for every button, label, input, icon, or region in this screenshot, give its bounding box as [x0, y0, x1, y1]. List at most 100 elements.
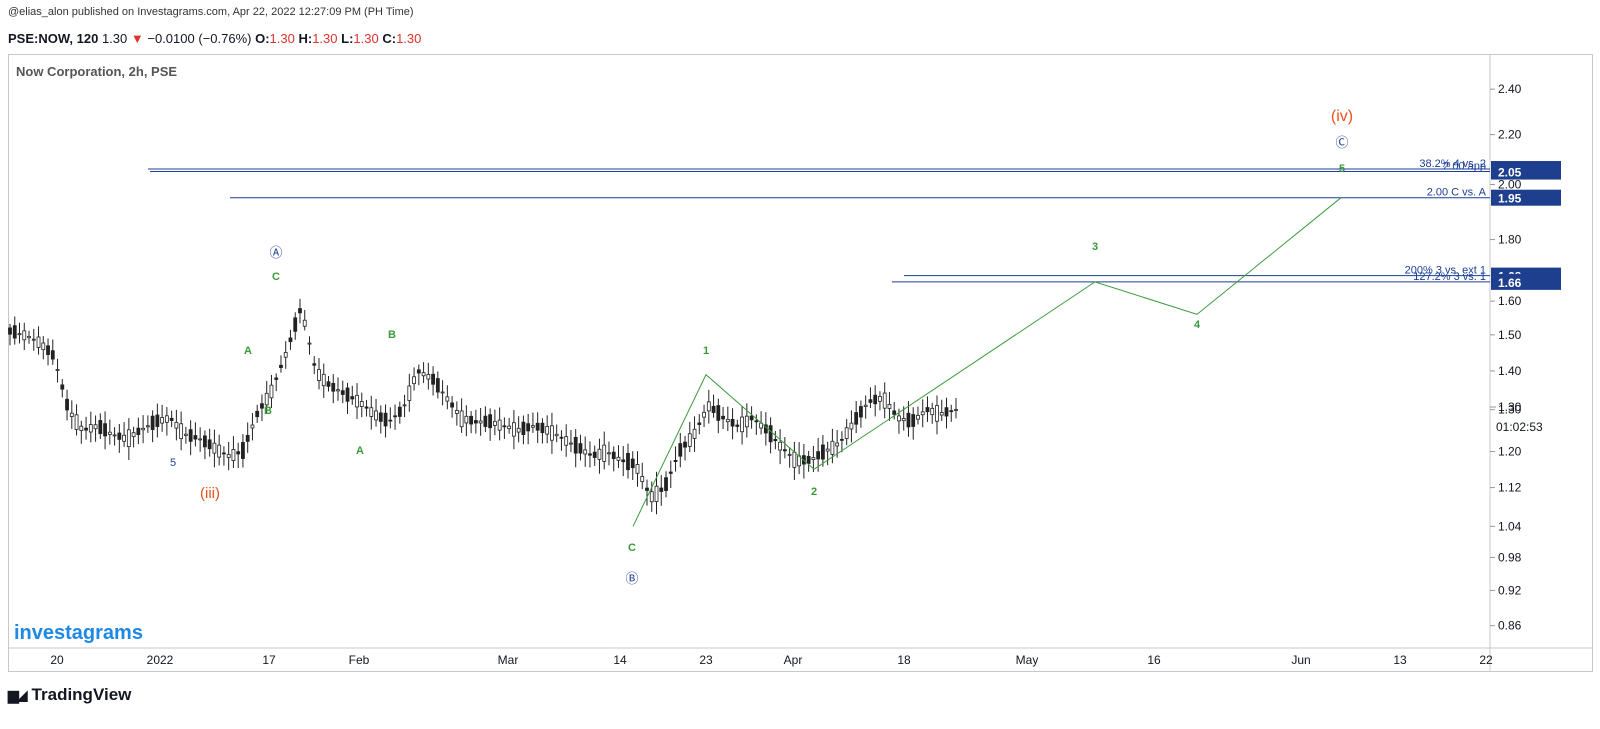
candle-body: [459, 410, 464, 428]
candle-body: [293, 317, 298, 332]
candle-body: [307, 342, 312, 345]
candle-body: [859, 406, 863, 418]
price-axis[interactable]: 2.40 2.20 2.00 1.80 1.60 1.50 1.40 1.30 1.20 1.12…: [1490, 82, 1522, 633]
candle-body: [602, 444, 607, 462]
time-tick-label: Mar: [498, 653, 519, 667]
candle-body: [573, 436, 578, 454]
candle-body: [326, 381, 331, 387]
candle-body: [98, 420, 103, 435]
price-tick-label: 0.98: [1498, 550, 1522, 564]
chart-title: Now Corporation, 2h, PSE: [16, 64, 177, 79]
candle-body: [407, 385, 412, 401]
candle-body: [359, 401, 364, 407]
price-tick-label: 2.40: [1498, 82, 1522, 96]
candle-body: [564, 436, 569, 446]
candle-body: [906, 412, 911, 428]
candle-body: [478, 420, 483, 424]
price-tick-label: 1.40: [1498, 364, 1522, 378]
candle-body: [36, 336, 41, 348]
chart-frame[interactable]: [8, 54, 1593, 672]
candle-body: [136, 427, 141, 436]
candle-body: [155, 414, 160, 427]
candle-body: [388, 419, 393, 422]
candle-body: [787, 453, 792, 456]
candle-body: [222, 452, 226, 455]
time-tick-label: 20: [50, 653, 64, 667]
candle-body: [749, 415, 754, 421]
wave-label: 4: [1194, 319, 1201, 331]
candle-body: [74, 414, 79, 430]
candle-body: [744, 415, 749, 428]
time-tick-label: 23: [699, 653, 713, 667]
tradingview-logo[interactable]: ▆◢ TradingView: [8, 685, 131, 705]
open-label: O:: [255, 31, 270, 46]
symbol-label[interactable]: PSE:NOW, 120: [8, 31, 99, 46]
candle-body: [226, 454, 231, 458]
tradingview-logo-icon: ▆◢: [8, 686, 27, 703]
candle-body: [416, 369, 421, 374]
candle-body: [930, 407, 935, 416]
candle-body: [835, 442, 840, 447]
fib-line-label: 2.00 app: [1443, 161, 1486, 173]
time-tick-label: May: [1016, 653, 1039, 667]
candle-body: [483, 415, 488, 427]
candle-body: [364, 406, 369, 409]
candle-body: [260, 403, 264, 409]
candle-body: [901, 418, 906, 422]
candle-body: [126, 429, 131, 447]
countdown-label: 01:02:53: [1496, 420, 1543, 434]
candle-body: [725, 418, 730, 423]
candle-body: [374, 410, 378, 421]
price-chart[interactable]: Now Corporation, 2h, PSE investagrams 38…: [8, 54, 1593, 672]
candle-body: [811, 457, 816, 461]
candle-body: [345, 387, 350, 402]
candle-body: [716, 405, 721, 421]
wave-labels: 5 (iii) A B C Ⓐ A B C Ⓑ 1 2 3 4 5 Ⓒ (iv): [170, 108, 1353, 586]
candle-body: [878, 396, 882, 402]
candle-body: [540, 422, 545, 434]
candle-body: [103, 423, 107, 437]
candle-body: [550, 425, 554, 441]
time-tick-label: Apr: [784, 653, 803, 667]
candle-body: [882, 392, 887, 409]
candle-body: [916, 415, 920, 420]
time-axis[interactable]: 20 2022 17 Feb Mar 14 23 Apr 18 May 16 Jun 13 22: [50, 653, 1493, 667]
candle-body: [935, 405, 939, 422]
wave-label: (iv): [1331, 108, 1353, 125]
candle-body: [69, 412, 74, 417]
price-tick-label: 1.60: [1498, 294, 1522, 308]
candle-body: [511, 422, 516, 437]
investagrams-watermark: investagrams: [14, 622, 143, 644]
candle-body: [559, 436, 564, 439]
wave-label: 5: [170, 457, 176, 469]
price-tick-label: 1.30: [1498, 403, 1522, 417]
candle-body: [454, 410, 459, 414]
candle-body: [150, 415, 155, 430]
price-tick-label: 1.12: [1498, 481, 1522, 495]
candle-body: [88, 424, 93, 433]
wave-label: C: [628, 542, 636, 554]
candle-body: [697, 422, 702, 425]
candle-body: [659, 487, 664, 492]
time-tick-label: 13: [1393, 653, 1407, 667]
candle-body: [825, 448, 830, 452]
candle-body: [873, 394, 878, 405]
candle-body: [887, 404, 892, 409]
candle-body: [445, 396, 450, 402]
candle-body: [440, 391, 445, 394]
candle-body: [193, 435, 198, 440]
wave-label: Ⓑ: [625, 571, 638, 586]
candle-body: [616, 456, 621, 461]
candle-body: [207, 439, 212, 450]
candle-body: [607, 452, 611, 455]
candle-body: [854, 412, 859, 425]
price-badge-label: 2.05: [1498, 166, 1522, 180]
candle-body: [231, 449, 236, 461]
candle-body: [502, 425, 507, 428]
candle-body: [41, 342, 46, 351]
candle-body: [626, 452, 630, 471]
candle-body: [521, 421, 526, 435]
candle-body: [949, 410, 954, 413]
candle-body: [516, 427, 521, 433]
candle-body: [545, 426, 550, 435]
